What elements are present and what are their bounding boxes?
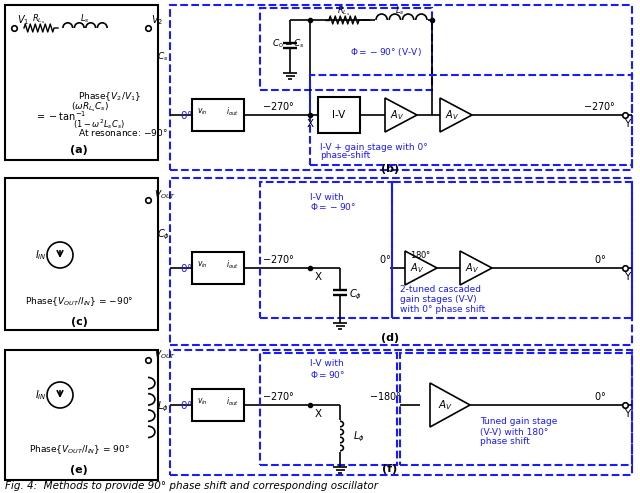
Text: I-V with: I-V with <box>310 192 344 202</box>
Text: $0°$: $0°$ <box>379 253 391 265</box>
Polygon shape <box>430 383 470 427</box>
Polygon shape <box>460 251 492 285</box>
Text: Y: Y <box>624 119 630 129</box>
Text: $L_s$: $L_s$ <box>395 5 405 17</box>
Text: (d): (d) <box>381 333 399 343</box>
Text: $V_{OUT}$: $V_{OUT}$ <box>154 349 176 361</box>
Bar <box>5 5 158 160</box>
Text: $0°$: $0°$ <box>180 109 193 121</box>
Text: phase shift: phase shift <box>480 437 530 447</box>
Text: $A_V$: $A_V$ <box>390 108 404 122</box>
Text: $R_{L_s}$: $R_{L_s}$ <box>337 4 351 18</box>
Text: $I_{IN}$: $I_{IN}$ <box>35 248 47 262</box>
Bar <box>170 5 632 170</box>
Text: X: X <box>315 409 322 419</box>
Text: X: X <box>307 119 314 129</box>
Text: Tuned gain stage: Tuned gain stage <box>480 418 557 426</box>
Text: Phase{$V_{OUT}/I_{IN}$} = $-90°$: Phase{$V_{OUT}/I_{IN}$} = $-90°$ <box>25 296 133 309</box>
Polygon shape <box>440 98 472 132</box>
Text: $L_\phi$: $L_\phi$ <box>353 430 365 444</box>
Text: $-270°$: $-270°$ <box>262 253 294 265</box>
Text: (b): (b) <box>381 164 399 174</box>
Text: I-V + gain stage with 0°: I-V + gain stage with 0° <box>320 142 428 151</box>
Text: 2-tuned cascaded: 2-tuned cascaded <box>400 285 481 294</box>
Text: At resonance: $-90°$: At resonance: $-90°$ <box>78 128 168 139</box>
Bar <box>192 99 244 131</box>
Text: $A_V$: $A_V$ <box>445 108 460 122</box>
Text: $i_{out}$: $i_{out}$ <box>226 396 239 408</box>
Text: $0°$: $0°$ <box>594 253 606 265</box>
Bar <box>260 353 397 465</box>
Circle shape <box>47 382 73 408</box>
Bar <box>5 350 158 480</box>
Text: $-180°$: $-180°$ <box>369 390 401 402</box>
Text: $V_1$: $V_1$ <box>17 13 29 27</box>
Bar <box>392 182 632 318</box>
Bar <box>5 178 158 330</box>
Text: $(\omega R_{L_s} C_s)$: $(\omega R_{L_s} C_s)$ <box>71 100 109 114</box>
Text: X: X <box>315 272 322 282</box>
Text: $v_{in}$: $v_{in}$ <box>197 260 208 270</box>
Text: I-V with: I-V with <box>310 359 344 368</box>
Text: $(1-\omega^2 L_s C_s)$: $(1-\omega^2 L_s C_s)$ <box>73 117 125 131</box>
Text: $v_{in}$: $v_{in}$ <box>197 107 208 117</box>
Text: $C_0 = C_s$: $C_0 = C_s$ <box>272 38 305 50</box>
Text: $A_V$: $A_V$ <box>438 398 452 412</box>
Text: $0°$: $0°$ <box>180 262 193 274</box>
Text: $C_\phi$: $C_\phi$ <box>157 228 170 242</box>
Text: $A_V$: $A_V$ <box>410 261 424 275</box>
Text: Y: Y <box>624 409 630 419</box>
Polygon shape <box>385 98 417 132</box>
Text: $= -\tan^{-1}$: $= -\tan^{-1}$ <box>35 109 86 123</box>
Bar <box>318 97 360 133</box>
Text: $-270°$: $-270°$ <box>583 100 616 112</box>
Bar <box>310 75 632 165</box>
Text: $V_{OUT}$: $V_{OUT}$ <box>154 189 176 201</box>
Bar <box>192 389 244 421</box>
Text: (e): (e) <box>70 465 88 475</box>
Text: (V-V) with 180°: (V-V) with 180° <box>480 427 548 436</box>
Text: (c): (c) <box>70 317 88 327</box>
Bar <box>170 178 632 345</box>
Text: $-270°$: $-270°$ <box>262 390 294 402</box>
Text: $-270°$: $-270°$ <box>262 100 294 112</box>
Text: $C_\phi$: $C_\phi$ <box>349 288 362 302</box>
Text: $A_V$: $A_V$ <box>465 261 479 275</box>
Bar <box>170 350 632 475</box>
Text: $I_{IN}$: $I_{IN}$ <box>35 388 47 402</box>
Text: Fig. 4:  Methods to provide 90° phase shift and corresponding oscillator: Fig. 4: Methods to provide 90° phase shi… <box>5 481 378 491</box>
Text: $i_{out}$: $i_{out}$ <box>226 106 239 118</box>
Text: $v_{in}$: $v_{in}$ <box>197 397 208 407</box>
Polygon shape <box>405 251 437 285</box>
Text: gain stages (V-V): gain stages (V-V) <box>400 295 477 305</box>
Text: $\Phi = 90°$: $\Phi = 90°$ <box>310 368 345 380</box>
Text: $C_s$: $C_s$ <box>157 51 168 63</box>
Text: I-V: I-V <box>332 110 346 120</box>
Text: (a): (a) <box>70 145 88 155</box>
Bar <box>400 353 632 465</box>
Text: $V_2$: $V_2$ <box>151 13 163 27</box>
Text: Y: Y <box>624 272 630 282</box>
Text: (f): (f) <box>382 464 397 474</box>
Bar <box>260 8 432 90</box>
Circle shape <box>47 242 73 268</box>
Text: $0°$: $0°$ <box>180 399 193 411</box>
Text: Phase{$V_2/V_1$}: Phase{$V_2/V_1$} <box>78 91 141 104</box>
Text: $\Phi = -90°$: $\Phi = -90°$ <box>310 202 356 212</box>
Text: with 0° phase shift: with 0° phase shift <box>400 306 485 315</box>
Text: $180°$: $180°$ <box>410 249 432 260</box>
Bar <box>260 182 392 318</box>
Text: phase-shift: phase-shift <box>320 151 371 161</box>
Text: Phase{$V_{OUT}/I_{IN}$} = $90°$: Phase{$V_{OUT}/I_{IN}$} = $90°$ <box>29 444 129 457</box>
Text: $L_s$: $L_s$ <box>80 13 90 25</box>
Text: $i_{out}$: $i_{out}$ <box>226 259 239 271</box>
Text: $0°$: $0°$ <box>594 390 606 402</box>
Text: $L_\phi$: $L_\phi$ <box>157 400 169 414</box>
Text: $R_{L_s}$: $R_{L_s}$ <box>33 12 45 26</box>
Bar <box>192 252 244 284</box>
Text: $\Phi = -90°$ (V-V): $\Phi = -90°$ (V-V) <box>350 46 422 58</box>
